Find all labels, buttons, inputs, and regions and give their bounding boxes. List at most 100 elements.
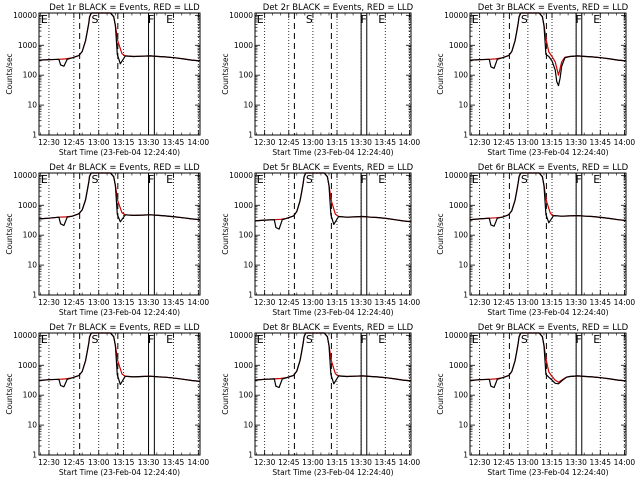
- y-tick-label: 10000: [444, 11, 468, 20]
- interval-marker-f: F: [576, 13, 582, 26]
- y-axis-label: Counts/sec: [436, 373, 445, 414]
- plot-area: [470, 333, 626, 455]
- plot-frame: [469, 12, 627, 136]
- interval-marker-e: E: [472, 333, 479, 346]
- y-tick-label: 1000: [18, 361, 37, 370]
- x-tick-label: 13:30: [565, 138, 587, 147]
- x-tick-label: 13:00: [302, 138, 324, 147]
- y-axis-label: Counts/sec: [221, 53, 230, 94]
- x-tick-label: 12:45: [278, 458, 300, 467]
- x-tick-label: 13:30: [138, 138, 160, 147]
- x-tick-label: 12:45: [493, 138, 515, 147]
- y-tick-label: 10: [27, 261, 37, 270]
- y-tick-label: 100: [23, 391, 38, 400]
- y-axis-label: Counts/sec: [5, 373, 14, 414]
- interval-marker-e: E: [257, 173, 264, 186]
- interval-marker-e: E: [472, 173, 479, 186]
- interval-marker-f: F: [148, 173, 154, 186]
- interval-marker-s: S: [91, 173, 98, 186]
- y-tick-label: 100: [239, 71, 254, 80]
- y-tick-label: 1: [248, 291, 253, 300]
- interval-marker-f: F: [361, 333, 367, 346]
- panel-title: Det 4r BLACK = Events, RED = LLD: [49, 163, 200, 173]
- plot-frame: [254, 172, 412, 296]
- x-tick-label: 13:45: [589, 298, 611, 307]
- x-axis-label: Start Time (23-Feb-04 12:24:40): [272, 148, 393, 157]
- panel-title: Det 2r BLACK = Events, RED = LLD: [263, 3, 414, 13]
- x-tick-label: 12:30: [254, 298, 276, 307]
- y-tick-label: 1000: [449, 201, 468, 210]
- y-tick-label: 1: [32, 131, 37, 140]
- x-axis-label: Start Time (23-Feb-04 12:24:40): [272, 308, 393, 317]
- plot-area: [255, 13, 411, 135]
- x-tick-label: 13:15: [326, 138, 348, 147]
- x-tick-label: 13:00: [88, 138, 110, 147]
- interval-marker-e: E: [166, 333, 173, 346]
- y-tick-label: 10: [27, 101, 37, 110]
- plot-frame: [38, 332, 201, 456]
- y-tick-label: 10: [243, 101, 253, 110]
- interval-marker-e: E: [593, 333, 600, 346]
- y-tick-label: 10: [458, 261, 468, 270]
- y-axis-label: Counts/sec: [436, 213, 445, 254]
- y-tick-label: 1: [463, 451, 468, 460]
- x-axis-label: Start Time (23-Feb-04 12:24:40): [272, 468, 393, 477]
- y-tick-label: 10: [243, 421, 253, 430]
- y-tick-label: 10000: [229, 171, 253, 180]
- x-tick-label: 13:00: [88, 458, 110, 467]
- series-line-events: [469, 12, 627, 87]
- interval-marker-s: S: [521, 333, 528, 346]
- plot-frame: [38, 172, 201, 296]
- interval-marker-f: F: [361, 173, 367, 186]
- x-tick-label: 12:45: [493, 458, 515, 467]
- interval-marker-s: S: [306, 333, 313, 346]
- x-tick-label: 14:00: [399, 298, 421, 307]
- x-tick-label: 13:15: [113, 458, 135, 467]
- x-tick-label: 13:15: [541, 298, 563, 307]
- x-tick-label: 13:00: [88, 298, 110, 307]
- x-tick-label: 13:00: [302, 458, 324, 467]
- x-tick-label: 14:00: [188, 458, 210, 467]
- x-tick-label: 13:00: [302, 298, 324, 307]
- plot-area: [255, 333, 411, 455]
- interval-marker-s: S: [521, 13, 528, 26]
- y-tick-label: 10000: [13, 331, 37, 340]
- interval-marker-e: E: [593, 13, 600, 26]
- y-tick-label: 1000: [234, 41, 253, 50]
- x-tick-label: 13:30: [350, 458, 372, 467]
- y-tick-label: 1: [32, 291, 37, 300]
- panel-title: Det 5r BLACK = Events, RED = LLD: [263, 163, 414, 173]
- x-tick-label: 12:45: [63, 458, 85, 467]
- y-tick-label: 1: [248, 131, 253, 140]
- x-tick-label: 12:45: [278, 298, 300, 307]
- x-tick-label: 12:45: [63, 138, 85, 147]
- x-tick-label: 13:45: [374, 458, 396, 467]
- x-tick-label: 13:45: [589, 458, 611, 467]
- x-tick-label: 14:00: [188, 298, 210, 307]
- y-tick-label: 1000: [234, 361, 253, 370]
- x-tick-label: 12:30: [469, 458, 491, 467]
- y-axis-label: Counts/sec: [5, 213, 14, 254]
- interval-marker-s: S: [521, 173, 528, 186]
- panel-title: Det 9r BLACK = Events, RED = LLD: [478, 323, 629, 333]
- interval-marker-e: E: [41, 13, 48, 26]
- x-tick-label: 14:00: [399, 138, 421, 147]
- y-tick-label: 10000: [444, 331, 468, 340]
- interval-marker-e: E: [41, 333, 48, 346]
- y-tick-label: 10000: [229, 331, 253, 340]
- x-tick-label: 12:45: [63, 298, 85, 307]
- interval-marker-f: F: [576, 173, 582, 186]
- x-tick-label: 12:45: [278, 138, 300, 147]
- x-tick-label: 12:30: [469, 138, 491, 147]
- interval-marker-s: S: [91, 333, 98, 346]
- y-axis-label: Counts/sec: [221, 373, 230, 414]
- interval-marker-e: E: [257, 13, 264, 26]
